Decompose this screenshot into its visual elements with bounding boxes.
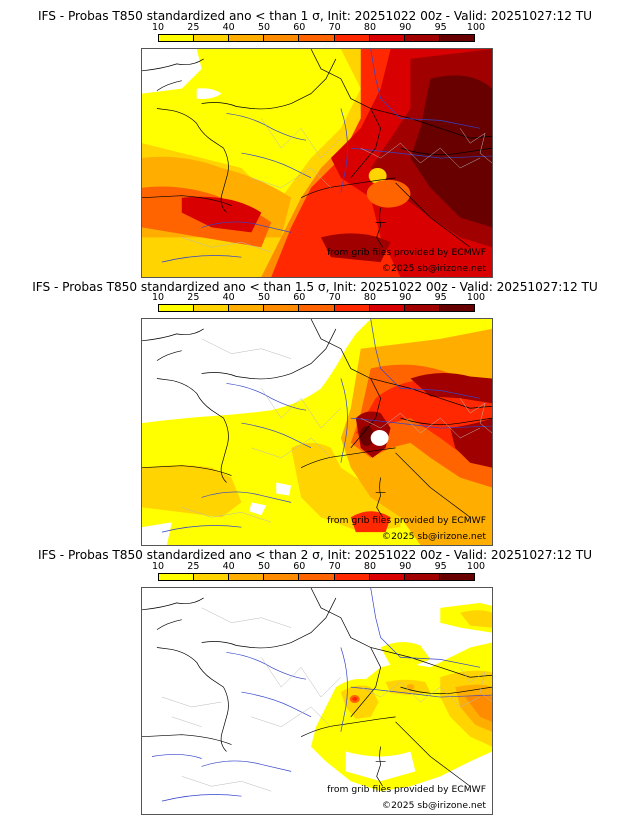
panel-title: IFS - Probas T850 standardized ano < tha… (37, 548, 593, 562)
map-panel-1sigma: IFS - Probas T850 standardized ano < tha… (0, 0, 630, 280)
colorbar-label: 25 (187, 292, 200, 303)
colorbar-label: 80 (363, 22, 377, 33)
colorbar-segment (229, 305, 265, 311)
colorbar-label: 25 (187, 561, 200, 572)
colorbar-segment (194, 574, 230, 580)
colorbar-label: 60 (293, 292, 306, 303)
colorbar-segment (194, 35, 230, 41)
colorbar-segment (264, 35, 300, 41)
map-graphic (142, 49, 492, 277)
colorbar-segment (299, 574, 335, 580)
colorbar-label: 40 (222, 22, 235, 33)
colorbar-segment (229, 35, 265, 41)
colorbar-label: 40 (222, 292, 235, 303)
map-panel-1-5sigma: IFS - Probas T850 standardized ano < tha… (0, 270, 630, 548)
colorbar-segment (439, 305, 474, 311)
colorbar-segment (369, 574, 405, 580)
colorbar-segment (229, 574, 265, 580)
copyright-credit: ©2025 sb@irizone.net (381, 263, 486, 274)
colorbar-label: 50 (257, 22, 271, 33)
colorbar-label: 40 (222, 561, 235, 572)
colorbar-label: 95 (434, 561, 447, 572)
colorbar-segment (159, 305, 195, 311)
colorbar-label: 10 (151, 22, 165, 33)
colorbar-segment (404, 305, 440, 311)
copyright-credit: ©2025 sb@irizone.net (381, 800, 486, 811)
colorbar-label: 70 (328, 292, 341, 303)
probability-map: from grib files provided by ECMWF ©2025 … (141, 318, 493, 546)
colorbar (158, 304, 475, 312)
colorbar-labels: 10 25 40 50 60 70 80 90 95 100 (152, 561, 485, 572)
colorbar-label: 90 (399, 292, 412, 303)
colorbar-label: 100 (466, 292, 486, 303)
colorbar-segment (159, 35, 195, 41)
colorbar (158, 573, 475, 581)
map-graphic (142, 588, 492, 814)
colorbar-segment (159, 574, 195, 580)
colorbar-segment (369, 305, 405, 311)
colorbar-label: 100 (466, 22, 486, 33)
colorbar-segment (404, 35, 440, 41)
colorbar-label: 90 (399, 22, 412, 33)
colorbar-label: 80 (363, 561, 377, 572)
colorbar-segment (439, 35, 474, 41)
source-credit: from grib files provided by ECMWF (327, 247, 486, 258)
colorbar-label: 60 (293, 22, 306, 33)
panel-title: IFS - Probas T850 standardized ano < tha… (37, 9, 593, 23)
colorbar (158, 34, 475, 42)
colorbar-label: 50 (257, 292, 271, 303)
colorbar-label: 50 (257, 561, 271, 572)
colorbar-segment (299, 35, 335, 41)
colorbar-segment (264, 574, 300, 580)
colorbar-label: 10 (151, 292, 165, 303)
colorbar-label: 70 (328, 22, 341, 33)
colorbar-segment (404, 574, 440, 580)
panel-title: IFS - Probas T850 standardized ano < tha… (32, 280, 598, 294)
colorbar-label: 25 (187, 22, 200, 33)
colorbar-segment (439, 574, 474, 580)
probability-map: from grib files provided by ECMWF ©2025 … (141, 48, 493, 278)
colorbar-labels: 10 25 40 50 60 70 80 90 95 100 (152, 292, 485, 303)
source-credit: from grib files provided by ECMWF (327, 784, 486, 795)
map-graphic (142, 319, 492, 545)
colorbar-label: 90 (399, 561, 412, 572)
colorbar-segment (369, 35, 405, 41)
colorbar-segment (194, 305, 230, 311)
colorbar-label: 70 (328, 561, 341, 572)
probability-map: from grib files provided by ECMWF ©2025 … (141, 587, 493, 815)
map-panel-2sigma: IFS - Probas T850 standardized ano < tha… (0, 539, 630, 819)
colorbar-label: 95 (434, 22, 447, 33)
colorbar-label: 10 (151, 561, 165, 572)
colorbar-label: 95 (434, 292, 447, 303)
colorbar-segment (334, 35, 370, 41)
colorbar-label: 80 (363, 292, 377, 303)
colorbar-label: 100 (466, 561, 486, 572)
colorbar-labels: 10 25 40 50 60 70 80 90 95 100 (152, 22, 485, 33)
source-credit: from grib files provided by ECMWF (327, 515, 486, 526)
colorbar-label: 60 (293, 561, 306, 572)
colorbar-segment (299, 305, 335, 311)
colorbar-segment (264, 305, 300, 311)
colorbar-segment (334, 574, 370, 580)
colorbar-segment (334, 305, 370, 311)
copyright-credit: ©2025 sb@irizone.net (381, 531, 486, 542)
